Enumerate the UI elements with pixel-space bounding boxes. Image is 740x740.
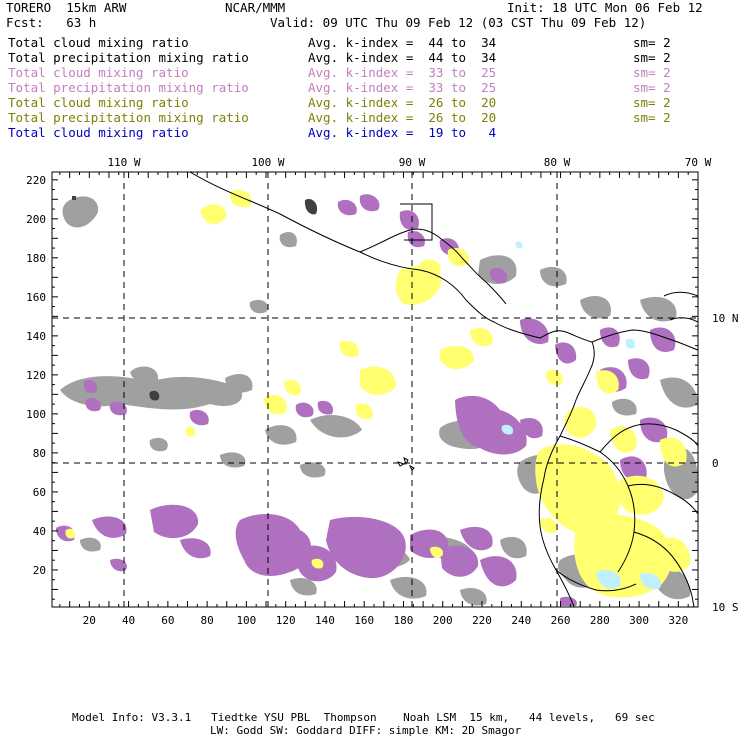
legend-smoothing: sm= 2 [633,65,671,80]
field-layers [56,189,698,606]
legend-index: Avg. k-index = 44 to 34 [308,35,497,50]
x-tick-label: 100 [236,614,256,627]
y-tick-label: 160 [26,291,46,304]
y-tick-label: 40 [33,525,46,538]
legend-smoothing: sm= 2 [633,35,671,50]
legend-field: Total precipitation mixing ratio [8,110,249,125]
y-tick-label: 180 [26,252,46,265]
longitude-label: 110 W [107,156,140,169]
x-tick-label: 200 [433,614,453,627]
purple-cloud-layer [56,194,676,606]
legend-field: Total cloud mixing ratio [8,125,189,140]
model-title: TORERO 15km ARW [6,0,127,15]
legend-index: Avg. k-index = 19 to 4 [308,125,497,140]
legend-field: Total precipitation mixing ratio [8,80,249,95]
legend-index: Avg. k-index = 44 to 34 [308,50,497,65]
x-tick-label: 60 [161,614,174,627]
legend-index: Avg. k-index = 33 to 25 [308,65,497,80]
lat-lon-grid [52,172,698,607]
footer-physics-info: LW: Godd SW: Goddard DIFF: simple KM: 2D… [210,724,522,737]
legend-row: Total cloud mixing ratio Avg. k-index = 2… [8,96,728,110]
lightblue-cloud-layer [501,241,661,590]
legend-field: Total cloud mixing ratio [8,35,189,50]
axes: 20 40 60 80 100 120 140 160 180 200 220 240 260 280 30… [26,156,738,627]
latitude-label: 0 [712,457,719,470]
y-tick-label: 100 [26,408,46,421]
legend-index: Avg. k-index = 26 to 20 [308,110,497,125]
y-tick-label: 220 [26,174,46,187]
latitude-label: 10 N [712,312,739,325]
dark-core-layer [72,196,318,401]
y-tick-label: 120 [26,369,46,382]
y-tick-label: 200 [26,213,46,226]
legend-smoothing: sm= 2 [633,50,671,65]
valid-time: Valid: 09 UTC Thu 09 Feb 12 (03 CST Thu … [270,15,647,30]
longitude-label: 90 W [399,156,426,169]
forecast-hour: Fcst: 63 h [6,15,97,30]
x-tick-label: 160 [354,614,374,627]
legend-index: Avg. k-index = 33 to 25 [308,80,497,95]
legend-field: Total cloud mixing ratio [8,95,189,110]
footer-model-info: Model Info: V3.3.1 Tiedtke YSU PBL Thomp… [72,711,655,724]
map-frame [51,171,699,608]
x-tick-label: 120 [276,614,296,627]
longitude-label: 70 W [685,156,712,169]
gray-cloud-layer [60,196,698,606]
legend-index: Avg. k-index = 26 to 20 [308,95,497,110]
longitude-label: 80 W [544,156,571,169]
x-tick-label: 320 [668,614,688,627]
x-tick-label: 80 [200,614,213,627]
y-tick-label: 80 [33,447,46,460]
x-tick-label: 220 [472,614,492,627]
legend-smoothing: sm= 2 [633,110,671,125]
x-tick-label: 140 [315,614,335,627]
x-tick-label: 40 [122,614,135,627]
x-tick-label: 20 [83,614,96,627]
y-tick-label: 140 [26,330,46,343]
longitude-label: 100 W [251,156,284,169]
coastlines [189,172,698,607]
x-tick-label: 180 [394,614,414,627]
y-tick-label: 20 [33,564,46,577]
center-name: NCAR/MMM [225,0,286,15]
x-tick-label: 240 [511,614,531,627]
latitude-label: 10 S [712,601,739,614]
legend-field: Total precipitation mixing ratio [8,50,249,65]
legend-row: Total cloud mixing ratio Avg. k-index = 1… [8,126,728,140]
x-tick-label: 260 [551,614,571,627]
legend-row: Total precipitation mixing ratio Avg. k-i… [8,111,728,125]
legend-row: Total precipitation mixing ratio Avg. k-i… [8,81,728,95]
legend-row: Total cloud mixing ratio Avg. k-index = 4… [8,36,728,50]
legend-field: Total cloud mixing ratio [8,65,189,80]
init-time: Init: 18 UTC Mon 06 Feb 12 [507,0,703,15]
x-tick-label: 280 [590,614,610,627]
legend-row: Total precipitation mixing ratio Avg. k-i… [8,51,728,65]
x-tick-label: 300 [629,614,649,627]
legend-smoothing: sm= 2 [633,95,671,110]
legend-smoothing: sm= 2 [633,80,671,95]
y-tick-label: 60 [33,486,46,499]
legend-row: Total cloud mixing ratio Avg. k-index = 3… [8,66,728,80]
